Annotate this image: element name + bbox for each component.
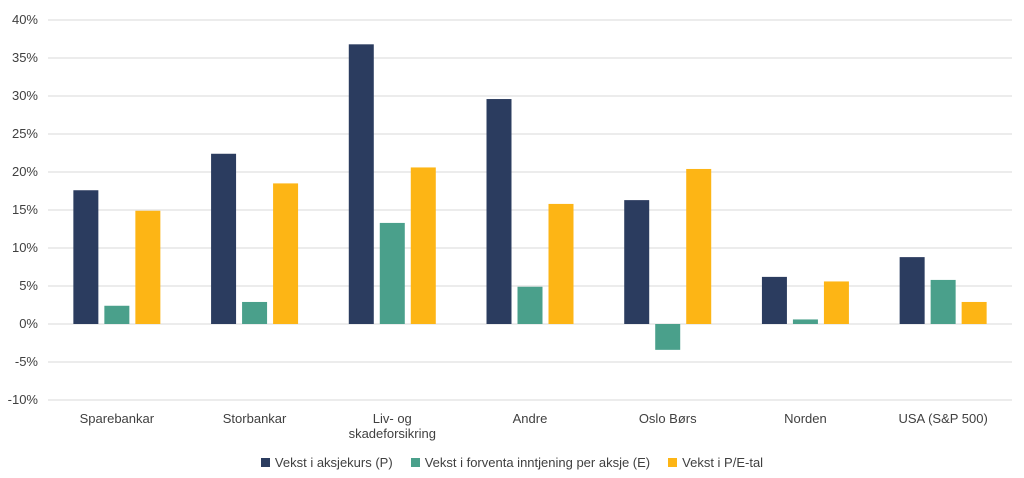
legend-label-earnings: Vekst i forventa inntjening per aksje (E… bbox=[424, 455, 651, 470]
bar bbox=[379, 222, 405, 324]
bar bbox=[930, 279, 956, 324]
y-tick-label: 40% bbox=[12, 12, 38, 27]
y-tick-label: 30% bbox=[12, 88, 38, 103]
x-tick-label: USA (S&P 500) bbox=[898, 411, 987, 426]
x-tick-label-line: USA (S&P 500) bbox=[898, 411, 987, 426]
legend-swatch-earnings bbox=[410, 458, 420, 467]
y-tick-label: 35% bbox=[12, 50, 38, 65]
x-tick-label-line: Liv- og bbox=[373, 411, 412, 426]
bar bbox=[410, 167, 436, 324]
x-tick-label-line: Oslo Børs bbox=[639, 411, 697, 426]
bar bbox=[273, 183, 299, 324]
bar bbox=[899, 257, 925, 324]
bar bbox=[73, 190, 99, 324]
legend-swatch-pe bbox=[668, 458, 678, 467]
legend: Vekst i aksjekurs (P) Vekst i forventa i… bbox=[0, 455, 1024, 470]
x-tick-label: Andre bbox=[513, 411, 548, 426]
y-tick-label: -10% bbox=[8, 392, 39, 407]
bar bbox=[548, 203, 574, 324]
x-tick-label: Storbankar bbox=[223, 411, 287, 426]
x-tick-label-line: Storbankar bbox=[223, 411, 287, 426]
y-tick-label: 20% bbox=[12, 164, 38, 179]
bar bbox=[823, 281, 849, 324]
legend-swatch-price bbox=[260, 458, 270, 467]
bar bbox=[242, 301, 268, 324]
y-tick-label: -5% bbox=[15, 354, 39, 369]
x-tick-label: Sparebankar bbox=[80, 411, 155, 426]
x-tick-label-line: Andre bbox=[513, 411, 548, 426]
x-tick-label: Norden bbox=[784, 411, 827, 426]
bar bbox=[104, 305, 130, 324]
x-tick-label: Liv- og skadeforsikring bbox=[349, 411, 436, 441]
x-tick-label-line: skadeforsikring bbox=[349, 426, 436, 441]
y-tick-label: 5% bbox=[19, 278, 38, 293]
legend-label-price: Vekst i aksjekurs (P) bbox=[274, 455, 393, 470]
x-tick-label-line: Norden bbox=[784, 411, 827, 426]
bar bbox=[686, 168, 712, 324]
bar bbox=[211, 153, 237, 324]
bar bbox=[486, 99, 512, 324]
bar bbox=[517, 286, 543, 324]
bar bbox=[135, 210, 161, 324]
x-tick-label-line: Sparebankar bbox=[80, 411, 155, 426]
legend-item-pe: Vekst i P/E-tal bbox=[668, 455, 763, 470]
bar bbox=[655, 324, 681, 350]
bar bbox=[624, 200, 650, 324]
legend-item-earnings: Vekst i forventa inntjening per aksje (E… bbox=[410, 455, 651, 470]
bar bbox=[792, 319, 818, 324]
y-tick-label: 10% bbox=[12, 240, 38, 255]
y-tick-label: 0% bbox=[19, 316, 38, 331]
bar bbox=[961, 301, 987, 324]
y-tick-label: 25% bbox=[12, 126, 38, 141]
x-tick-label: Oslo Børs bbox=[639, 411, 697, 426]
legend-label-pe: Vekst i P/E-tal bbox=[682, 455, 764, 470]
bar bbox=[761, 276, 787, 324]
legend-item-price: Vekst i aksjekurs (P) bbox=[260, 455, 393, 470]
y-tick-label: 15% bbox=[12, 202, 38, 217]
bar bbox=[348, 44, 374, 324]
bar-chart: -10% -5% 0% 5% 10% 15% 20% 25% 30% 35% 40% Spareban… bbox=[8, 12, 1012, 441]
